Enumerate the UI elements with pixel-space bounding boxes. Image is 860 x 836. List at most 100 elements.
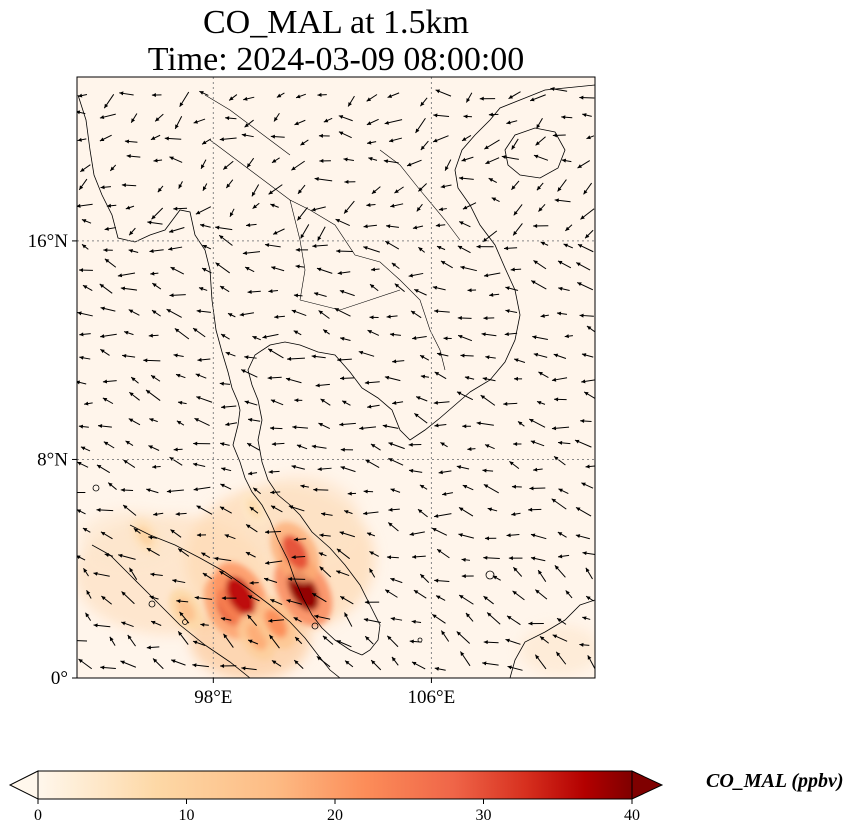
wind-arrow [384,375,401,382]
wind-arrow [246,223,257,228]
wind-arrow [264,243,281,248]
wind-arrow [176,599,189,604]
wind-arrow [175,373,186,379]
wind-arrow [340,466,356,473]
wind-arrow [221,596,237,601]
wind-arrow [293,659,304,669]
wind-arrow [269,426,283,431]
wind-arrow [220,483,232,490]
wind-arrow [117,272,136,278]
wind-arrow [392,359,405,364]
wind-arrow [153,158,163,163]
wind-arrow [100,185,111,190]
wind-arrow [363,489,374,494]
wind-arrow [311,206,326,212]
wind-arrow [458,533,474,539]
wind-arrow [344,179,356,184]
wind-arrow [100,306,116,312]
wind-arrow [432,135,449,143]
wind-arrow [540,313,549,318]
wind-arrow [96,507,114,512]
wind-arrow [150,572,163,577]
wind-arrow [86,590,92,599]
wind-arrow [314,177,333,182]
wind-arrow [555,651,567,665]
wind-arrow [219,285,230,293]
wind-arrow [440,441,448,448]
wind-arrow [127,634,136,647]
coastline-vietnam [454,84,595,393]
wind-arrow [293,616,302,623]
wind-arrow [504,332,518,337]
wind-arrow [556,617,567,625]
coastline-peninsula-west [232,409,363,656]
wind-arrow [366,203,376,207]
wind-arrow [575,534,590,540]
wind-arrow [121,621,134,628]
wind-arrow [338,115,353,122]
wind-arrow [384,589,398,598]
coastline-gulf-thailand [247,341,471,441]
wind-arrow [416,203,423,212]
wind-arrow [344,612,353,627]
wind-arrow [223,633,234,648]
wind-arrow [476,421,494,426]
wind-arrow [491,197,500,202]
wind-arrow [551,426,570,431]
wind-arrow [133,527,141,534]
wind-arrow [199,90,209,96]
wind-arrow [268,289,279,294]
wind-arrow [530,280,547,290]
wind-arrow [347,95,355,107]
wind-arrow [150,374,161,382]
wind-arrow [483,595,494,605]
wind-arrow [505,309,518,314]
wind-arrow [492,575,501,581]
wind-arrow [419,354,430,361]
wind-arrow [201,267,212,274]
wind-arrow [194,417,210,426]
wind-arrow [143,358,161,363]
wind-arrow [408,272,424,278]
wind-arrow [340,447,354,452]
wind-arrow [200,159,207,170]
coastline-hainan [504,127,566,179]
wind-arrow [247,471,258,476]
wind-arrow [294,636,303,645]
wind-arrow [196,533,207,538]
wind-arrow [245,524,258,533]
wind-arrow [368,568,376,578]
wind-arrow [533,467,543,472]
wind-arrow [202,244,212,250]
wind-arrow [103,94,115,109]
wind-arrow [244,355,257,360]
wind-arrow [335,570,350,577]
wind-arrow [485,157,500,165]
wind-arrow [300,484,309,489]
wind-arrow [343,200,355,214]
wind-arrow [168,246,183,251]
wind-arrow [337,270,351,275]
wind-arrow [193,486,211,492]
wind-arrow [583,391,595,400]
wind-arrow [146,547,160,557]
wind-arrow [460,265,477,272]
wind-arrow [464,375,475,380]
wind-arrow [461,557,471,562]
wind-arrow [196,396,213,403]
wind-arrow [215,225,233,231]
wind-arrow [270,598,283,606]
wind-arrow [461,574,474,579]
wind-arrow [418,183,427,192]
wind-arrow [388,137,403,143]
wind-arrow [79,355,91,360]
wind-arrow [99,113,116,120]
wind-arrow [550,87,568,92]
wind-arrow [386,555,399,560]
wind-arrow [125,440,134,446]
wind-arrow [321,512,333,517]
wind-arrow [370,443,381,451]
wind-arrow [220,333,230,340]
wind-arrow [272,228,285,235]
wind-arrow [249,580,259,585]
